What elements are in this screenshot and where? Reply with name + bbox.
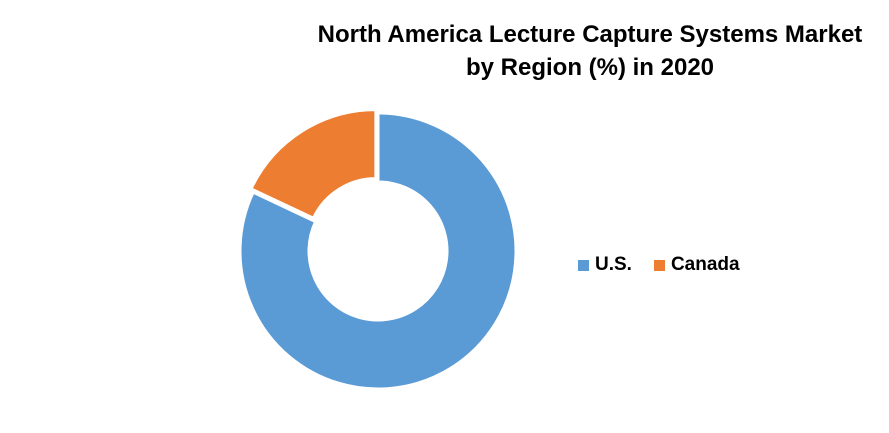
donut-slice-canada	[248, 108, 378, 221]
legend-swatch-us	[578, 259, 589, 271]
chart-title-line-1: North America Lecture Capture Systems Ma…	[317, 21, 863, 48]
legend-item-us: U.S.	[578, 254, 632, 276]
legend-label-us: U.S.	[595, 254, 632, 275]
chart-legend: U.S. Canada	[578, 254, 762, 276]
legend-label-canada: Canada	[670, 254, 740, 275]
legend-item-canada: Canada	[653, 254, 740, 276]
legend-swatch-canada	[653, 259, 665, 271]
chart-title-line-2: by Region (%) in 2020	[465, 54, 715, 81]
donut-slice-u-s	[238, 111, 518, 391]
chart-title: North America Lecture Capture Systems Ma…	[290, 18, 889, 84]
